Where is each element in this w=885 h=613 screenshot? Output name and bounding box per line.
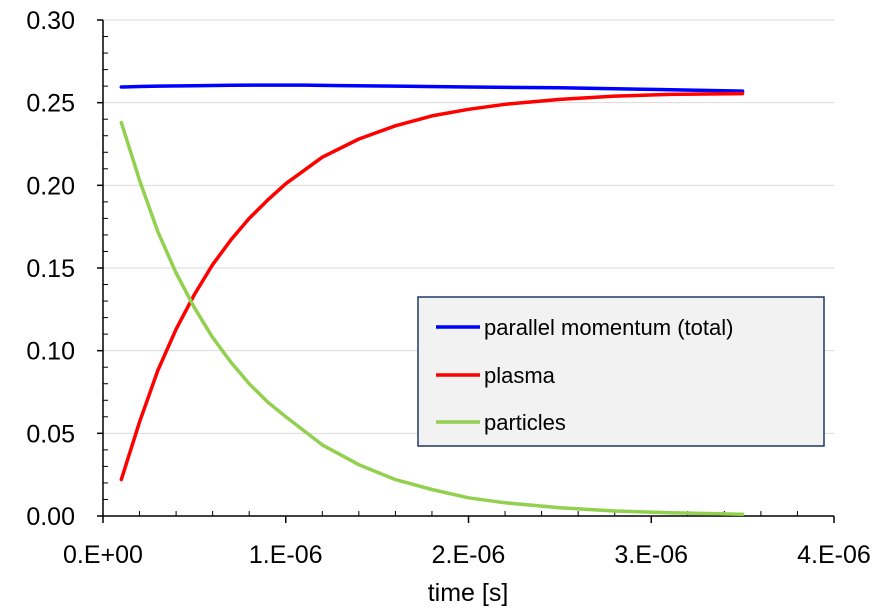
legend-label-total: parallel momentum (total) — [484, 315, 733, 340]
legend-box — [417, 296, 825, 447]
x-tick-label: 2.E-06 — [432, 541, 506, 569]
x-tick-label: 0.E+00 — [63, 541, 143, 569]
x-tick-label: 1.E-06 — [249, 541, 323, 569]
x-axis-title: time [s] — [428, 579, 509, 607]
y-tick-label: 0.20 — [26, 172, 75, 200]
y-tick-label: 0.05 — [26, 420, 75, 448]
series-lines — [119, 83, 745, 517]
legend: parallel momentum (total) plasma particl… — [417, 296, 825, 447]
legend-label-particles: particles — [484, 410, 566, 435]
x-tick-label: 4.E-06 — [797, 541, 871, 569]
y-tick-label: 0.10 — [26, 338, 75, 366]
x-tick-labels: 0.E+00 1.E-06 2.E-06 3.E-06 4.E-06 — [63, 541, 871, 569]
legend-label-plasma: plasma — [484, 363, 556, 388]
y-tick-label: 0.15 — [26, 255, 75, 283]
y-tick-label: 0.25 — [26, 90, 75, 118]
series-line-1 — [119, 83, 745, 93]
series-line-2 — [119, 91, 745, 482]
tick-marks — [97, 19, 835, 523]
x-tick-label: 3.E-06 — [614, 541, 688, 569]
y-tick-label: 0.30 — [26, 7, 75, 35]
y-tick-labels: 0.00 0.05 0.10 0.15 0.20 0.25 0.30 — [26, 7, 75, 531]
y-tick-label: 0.00 — [26, 503, 75, 531]
series-line-3 — [119, 120, 745, 517]
